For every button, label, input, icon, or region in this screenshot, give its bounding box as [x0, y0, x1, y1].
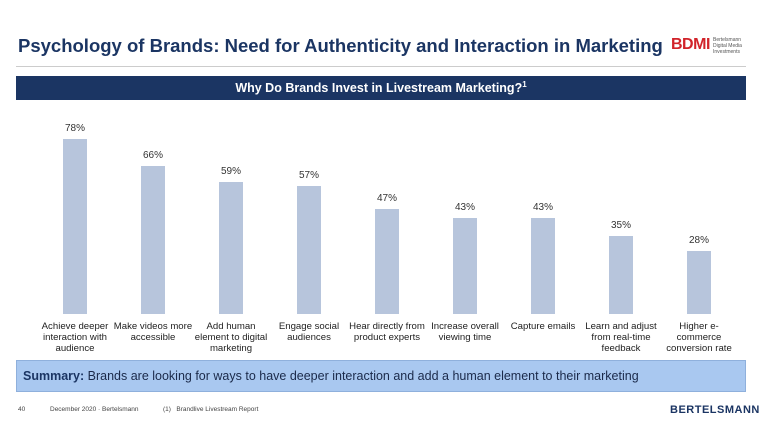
bar	[219, 181, 243, 314]
bar	[297, 186, 321, 314]
bar	[609, 235, 633, 314]
x-tick-label: Capture emails	[510, 321, 576, 332]
bar	[453, 217, 477, 314]
bar	[141, 166, 165, 314]
value-label: 43%	[532, 201, 553, 213]
brand: BERTELSMANN	[670, 404, 760, 416]
logo-subtitle: Bertelsmann Digital Media Investments	[713, 37, 742, 55]
x-tick-label: Increase overall viewing time	[431, 321, 499, 343]
summary-box: Summary: Brands are looking for ways to …	[16, 360, 746, 392]
value-label: 28%	[688, 235, 709, 247]
x-tick-label: Learn and adjust from real-time feedback	[585, 321, 657, 354]
summary-text: Brands are looking for ways to have deep…	[87, 369, 639, 383]
value-label: 57%	[298, 170, 319, 182]
value-label: 59%	[220, 165, 241, 177]
x-tick-label: Engage social audiences	[278, 321, 340, 343]
logo: BDMI	[671, 36, 710, 53]
bar	[375, 208, 399, 314]
x-tick-label: Make videos more accessible	[113, 321, 193, 343]
bar	[687, 251, 711, 314]
bar	[63, 139, 87, 314]
value-label: 47%	[376, 192, 397, 204]
value-label: 66%	[142, 150, 163, 162]
slide-title: Psychology of Brands: Need for Authentic…	[18, 35, 663, 56]
chart-title-banner: Why Do Brands Invest in Livestream Marke…	[16, 76, 746, 100]
page-number: 40	[18, 406, 26, 413]
summary-label: Summary:	[23, 369, 85, 383]
x-tick-label: Higher e-commerce conversion rate	[666, 321, 732, 354]
value-label: 43%	[454, 201, 475, 213]
x-tick-label: Add human element to digital marketing	[194, 321, 268, 354]
x-tick-label: Hear directly from product experts	[349, 321, 425, 343]
chart-title: Why Do Brands Invest in Livestream Marke…	[235, 81, 523, 95]
value-label: 35%	[610, 219, 631, 231]
footnote: (1) Brandlive Livestream Report	[163, 406, 259, 413]
footnote-ref: 1	[522, 79, 527, 89]
footer-date: December 2020 · Bertelsmann	[50, 406, 139, 413]
bar	[531, 217, 555, 314]
value-label: 78%	[64, 123, 85, 135]
x-tick-label: Achieve deeper interaction with audience	[41, 321, 109, 354]
divider	[16, 66, 746, 67]
